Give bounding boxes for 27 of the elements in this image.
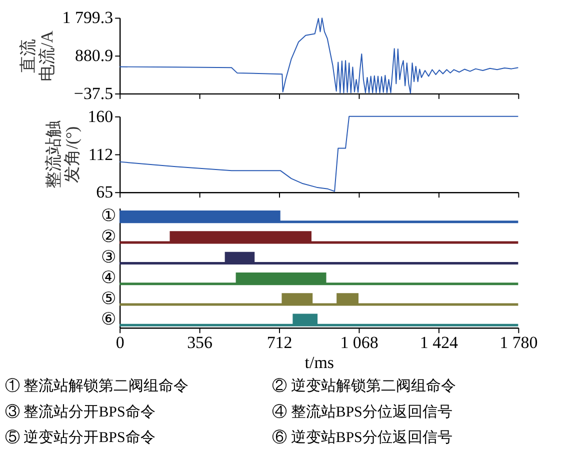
x-tick-label: 1 068 bbox=[340, 333, 378, 352]
x-tick-label: 1 424 bbox=[420, 333, 459, 352]
x-tick-label: 356 bbox=[187, 333, 212, 352]
x-axis-title: t/ms bbox=[304, 352, 334, 372]
y-tick-label: ② bbox=[101, 226, 116, 246]
y-tick-label: ⑥ bbox=[101, 309, 116, 328]
y-tick-label: 880.9 bbox=[74, 46, 114, 66]
y-tick-label: 1 799.3 bbox=[62, 8, 114, 28]
x-tick-label: 712 bbox=[266, 333, 292, 352]
y-tick-label: 65 bbox=[96, 182, 114, 202]
y-tick-label: 112 bbox=[88, 145, 114, 164]
x-tick-label: 1 780 bbox=[500, 333, 538, 352]
y-tick-label: ⑤ bbox=[101, 288, 116, 308]
y-tick-label: ① bbox=[101, 206, 116, 226]
text: ④ 整流站BPS分位返回信号 bbox=[272, 403, 452, 420]
text: ③ 整流站分开BPS命令 bbox=[4, 403, 156, 420]
y-tick-label: 160 bbox=[88, 106, 114, 126]
text: ⑥ 逆变站BPS分位返回信号 bbox=[272, 429, 452, 446]
y-axis-title: 整流站触发角/(°) bbox=[44, 120, 82, 189]
text: ① 整流站解锁第二阀组命令 bbox=[4, 377, 189, 394]
x-tick-label: 0 bbox=[116, 333, 124, 352]
text: ⑤ 逆变站分开BPS命令 bbox=[4, 429, 156, 446]
y-axis-title: 直流电流/A bbox=[18, 30, 56, 82]
text: ② 逆变站解锁第二阀组命令 bbox=[272, 377, 456, 394]
y-tick-label: −37.5 bbox=[74, 84, 114, 103]
y-tick-label: ③ bbox=[101, 248, 116, 266]
y-tick-label: ④ bbox=[101, 268, 116, 288]
